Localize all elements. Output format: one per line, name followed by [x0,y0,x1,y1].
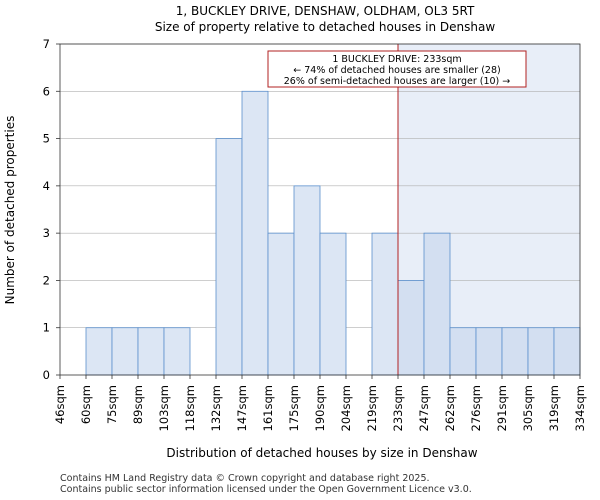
x-tick-label: 60sqm [79,385,93,424]
x-tick-label: 89sqm [131,385,145,424]
annotation-frame [267,50,527,88]
annotation-line3: 26% of semi-detached houses are larger (… [284,76,511,87]
bar-161sqm [267,232,295,376]
bar-276sqm [475,327,503,376]
bar-305sqm [527,327,555,376]
x-tick-label: 118sqm [183,385,197,431]
x-tick-label: 175sqm [287,385,301,431]
bars-group [85,90,581,376]
y-axis-label: Number of detached properties [3,116,17,305]
x-tick-label: 132sqm [209,385,223,431]
x-tick-label: 204sqm [339,385,353,431]
annotation-line1: 1 BUCKLEY DRIVE: 233sqm [332,54,461,65]
x-axis-ticks: 46sqm 60sqm 75sqm 89sqm 103sqm 118sqm 132sqm 14… [53,375,587,431]
bar-190sqm [319,232,347,376]
bar-132sqm [215,138,243,376]
bar-219sqm [371,232,399,376]
x-tick-label: 161sqm [261,385,275,431]
bar-247sqm [423,232,451,376]
y-axis-ticks: 0 1 2 3 4 5 6 7 [43,37,60,382]
bar-291sqm [501,327,529,376]
y-tick-label: 7 [43,37,50,51]
x-tick-label: 103sqm [157,385,171,431]
footer-line1: Contains HM Land Registry data © Crown c… [60,473,430,484]
footer-line2: Contains public sector information licen… [60,484,472,495]
x-tick-label: 233sqm [391,385,405,431]
bar-75sqm [111,327,139,376]
bar-103sqm [163,327,191,376]
chart-title-line2: Size of property relative to detached ho… [155,20,495,34]
bar-89sqm [137,327,165,376]
x-tick-label: 334sqm [573,385,587,431]
x-tick-label: 291sqm [495,385,509,431]
x-axis-label: Distribution of detached houses by size … [166,446,477,460]
y-tick-label: 0 [43,368,50,382]
x-tick-label: 219sqm [365,385,379,431]
annotation-line2: ← 74% of detached houses are smaller (28… [293,65,500,76]
bar-60sqm [85,327,113,376]
histogram-chart: 1, BUCKLEY DRIVE, DENSHAW, OLDHAM, OL3 5… [3,4,587,460]
bar-233sqm [397,280,425,376]
x-tick-label: 75sqm [105,385,119,424]
bar-262sqm [449,327,477,376]
y-tick-label: 5 [43,132,50,146]
annotation-box: 1 BUCKLEY DRIVE: 233sqm ← 74% of detache… [267,50,527,88]
chart-title-line1: 1, BUCKLEY DRIVE, DENSHAW, OLDHAM, OL3 5… [176,4,475,18]
bar-147sqm [241,90,269,376]
plot-frame [59,43,581,376]
y-tick-label: 2 [43,273,50,287]
y-tick-label: 3 [43,226,50,240]
x-tick-label: 319sqm [547,385,561,431]
bar-175sqm [293,185,321,376]
x-tick-label: 190sqm [313,385,327,431]
x-tick-label: 276sqm [469,385,483,431]
y-tick-label: 6 [43,84,50,98]
bar-319sqm [553,327,581,376]
x-tick-label: 147sqm [235,385,249,431]
y-tick-label: 1 [43,321,50,335]
x-tick-label: 305sqm [521,385,535,431]
x-tick-label: 247sqm [417,385,431,431]
x-tick-label: 262sqm [443,385,457,431]
x-tick-label: 46sqm [53,385,67,424]
y-tick-label: 4 [43,179,50,193]
